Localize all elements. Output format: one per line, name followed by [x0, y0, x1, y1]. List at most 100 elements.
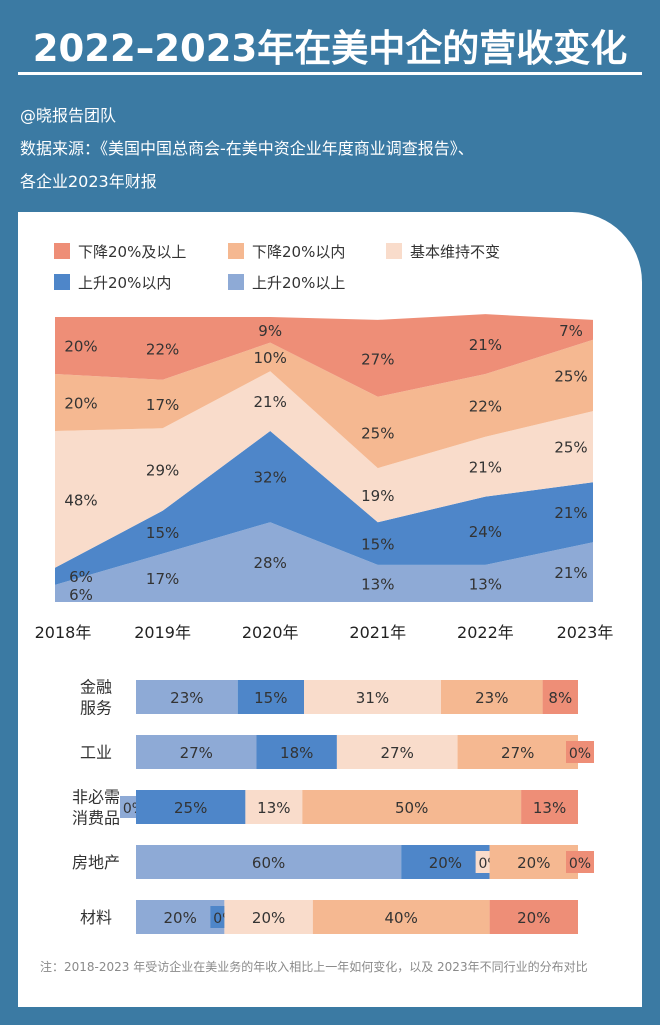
area-data-label: 13% [361, 575, 394, 593]
area-data-label: 17% [146, 396, 179, 414]
bar-segment [136, 680, 238, 714]
area-data-label: 17% [146, 570, 179, 588]
stacked-area-chart: 6% 17% 28% 13% 13% 21% 6% 15% 32% 15% 24% 21% 48% 29%… [35, 314, 614, 642]
bar-segment [136, 900, 225, 934]
category-label: 金融 [80, 678, 112, 697]
category-label: 材料 [80, 908, 112, 927]
bar-segment [489, 900, 578, 934]
legend-swatch [54, 243, 70, 259]
area-data-label: 21% [554, 564, 587, 582]
bar-segment [136, 735, 257, 769]
area-data-label: 28% [254, 554, 287, 572]
bar-segment [224, 900, 313, 934]
area-data-label: 27% [361, 350, 394, 368]
x-tick-label: 2021年 [349, 623, 406, 642]
bar-segment [312, 900, 490, 934]
page-title: 2022–2023年在美中企的营收变化 [32, 27, 628, 70]
area-series-2 [55, 371, 593, 568]
bar-segment [302, 790, 522, 824]
source-line-2: 各企业2023年财报 [20, 172, 157, 191]
area-data-label: 24% [469, 523, 502, 541]
area-data-label: 32% [254, 469, 287, 487]
x-tick-label: 2023年 [557, 623, 614, 642]
bar-data-label: 15% [254, 689, 287, 707]
area-data-label: 15% [146, 524, 179, 542]
area-data-label: 19% [361, 487, 394, 505]
bar-segment [401, 845, 490, 879]
bar-segment [336, 735, 458, 769]
bar-data-label: 50% [395, 799, 428, 817]
source-line-1: 数据来源：《美国中国总商会-在美中资企业年度商业调查报告》、 [20, 139, 474, 158]
legend-label: 上升20%以内 [78, 274, 172, 292]
footnote: 注：2018-2023 年受访企业在美业务的年收入相比上一年如何变化，以及 20… [40, 960, 588, 974]
category-label: 消费品 [72, 809, 120, 828]
area-series-3 [55, 339, 593, 469]
legend-label: 上升20%以上 [252, 274, 346, 292]
legend-swatch [54, 274, 70, 290]
area-data-label: 22% [469, 397, 502, 415]
legend-swatch [386, 243, 402, 259]
bar-data-label: 20% [252, 909, 285, 927]
bar-data-label: 20% [517, 854, 550, 872]
legend-swatch [228, 243, 244, 259]
area-series-0 [55, 522, 593, 602]
bar-segment [304, 680, 441, 714]
area-data-label: 9% [258, 322, 282, 340]
bar-data-label: 20% [164, 909, 197, 927]
bar-data-label: 40% [385, 909, 418, 927]
area-data-label: 21% [554, 504, 587, 522]
area-data-label: 20% [64, 338, 97, 356]
bar-data-label: 8% [548, 689, 572, 707]
legend-label: 下降20%以内 [252, 243, 346, 261]
area-data-label: 21% [469, 459, 502, 477]
area-data-label: 21% [254, 393, 287, 411]
bar-data-label: 0% [569, 856, 591, 872]
x-tick-label: 2019年 [134, 623, 191, 642]
author-credit: @晓报告团队 [20, 106, 117, 125]
x-tick-label: 2018年 [35, 623, 92, 642]
bar-data-label: 20% [429, 854, 462, 872]
area-data-label: 25% [554, 367, 587, 385]
category-label: 非必需 [72, 788, 120, 807]
bar-segment [521, 790, 578, 824]
legend-label: 下降20%及以上 [78, 243, 187, 261]
bar-data-label: 0% [569, 746, 591, 762]
bar-data-label: 60% [252, 854, 285, 872]
bar-segment [457, 735, 578, 769]
area-data-label: 13% [469, 575, 502, 593]
area-data-label: 25% [361, 424, 394, 442]
legend-swatch [228, 274, 244, 290]
area-data-label: 29% [146, 461, 179, 479]
bar-data-label: 23% [170, 689, 203, 707]
area-series-4 [55, 314, 593, 397]
legend-item-up-20-plus: 上升20%以上 [228, 272, 345, 293]
area-data-label: 7% [559, 322, 583, 340]
bar-data-label: 13% [257, 799, 290, 817]
area-data-label: 10% [254, 349, 287, 367]
bar-data-label: 23% [475, 689, 508, 707]
bar-segment [136, 845, 402, 879]
area-data-label: 15% [361, 536, 394, 554]
legend-item-down-within-20: 下降20%以内 [228, 241, 345, 262]
area-data-label: 20% [64, 395, 97, 413]
category-label: 房地产 [72, 853, 120, 872]
legend-item-up-within-20: 上升20%以内 [54, 272, 171, 293]
legend-label: 基本维持不变 [410, 243, 501, 261]
x-tick-label: 2022年 [457, 623, 514, 642]
x-tick-label: 2020年 [242, 623, 299, 642]
area-data-label: 25% [554, 439, 587, 457]
category-label: 服务 [80, 699, 112, 718]
bar-segment [441, 680, 543, 714]
title-divider [18, 72, 642, 75]
area-data-label: 22% [146, 340, 179, 358]
bar-data-label: 27% [381, 744, 414, 762]
bar-data-label: 13% [533, 799, 566, 817]
bar-label-bg [566, 741, 594, 763]
bar-data-label: 20% [517, 909, 550, 927]
area-data-label: 48% [64, 491, 97, 509]
bar-data-label: 18% [280, 744, 313, 762]
area-data-label: 21% [469, 336, 502, 354]
bar-segment [256, 735, 337, 769]
